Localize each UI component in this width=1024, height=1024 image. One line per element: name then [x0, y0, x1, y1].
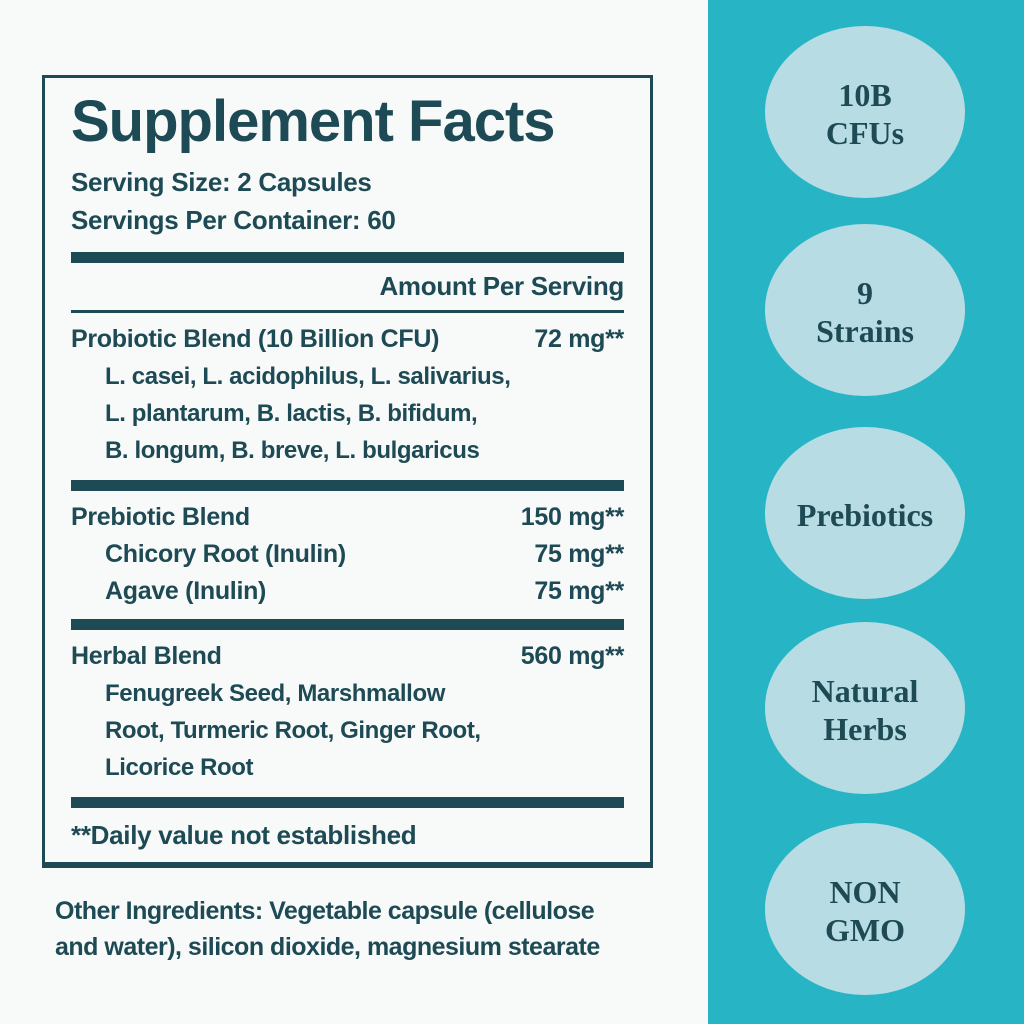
divider-thick-bar — [71, 479, 624, 491]
amount-per-serving-header: Amount Per Serving — [379, 270, 624, 301]
chicory-root-name: Chicory Root (Inulin) — [105, 539, 346, 568]
badge-10b-cfus-label: 10B CFUs — [825, 77, 905, 151]
badge-9-strains: 9 Strains — [765, 224, 965, 396]
badge-10b-cfus: 10B CFUs — [765, 26, 965, 198]
teal-sidebar: 10B CFUs 9 Strains Prebiotics Natural He… — [708, 0, 1024, 1024]
badge-9-strains-label: 9 Strains — [816, 275, 914, 349]
prebiotic-blend-amount: 150 mg** — [520, 502, 625, 531]
divider-thick-bar — [71, 251, 624, 263]
badge-natural-herbs: Natural Herbs — [765, 622, 965, 794]
badge-non-gmo-label: NON GMO — [825, 874, 905, 948]
badge-prebiotics: Prebiotics — [765, 427, 965, 599]
chicory-root-row: Chicory Root (Inulin) 75 mg** — [71, 537, 624, 571]
prebiotic-blend-row: Prebiotic Blend 150 mg** — [71, 500, 624, 534]
agave-name: Agave (Inulin) — [105, 576, 267, 605]
probiotic-blend-amount: 72 mg** — [534, 324, 624, 353]
divider-thick-bar — [71, 618, 624, 630]
daily-value-footnote: **Daily value not established — [71, 819, 417, 850]
probiotic-blend-row: Probiotic Blend (10 Billion CFU) 72 mg** — [71, 322, 624, 356]
herbal-blend-ingredients: Fenugreek Seed, Marshmallow Root, Turmer… — [105, 679, 481, 781]
supplement-facts-title: Supplement Facts — [71, 89, 556, 154]
agave-amount: 75 mg** — [534, 576, 624, 605]
supplement-facts-box: Supplement Facts Serving Size: 2 Capsule… — [42, 75, 653, 868]
other-ingredients-text: Other Ingredients: Vegetable capsule (ce… — [55, 897, 600, 961]
probiotic-blend-name: Probiotic Blend (10 Billion CFU) — [71, 324, 440, 353]
prebiotic-blend-name: Prebiotic Blend — [71, 502, 250, 531]
divider-thin-bar — [71, 309, 624, 313]
serving-size-line: Serving Size: 2 Capsules — [71, 166, 372, 197]
agave-row: Agave (Inulin) 75 mg** — [71, 574, 624, 608]
servings-per-container-line: Servings Per Container: 60 — [71, 204, 396, 235]
badge-natural-herbs-label: Natural Herbs — [811, 673, 919, 747]
divider-thick-bar — [71, 796, 624, 808]
badge-non-gmo: NON GMO — [765, 823, 965, 995]
herbal-blend-row: Herbal Blend 560 mg** — [71, 639, 624, 673]
probiotic-blend-ingredients: L. casei, L. acidophilus, L. salivarius,… — [105, 362, 511, 464]
chicory-root-amount: 75 mg** — [534, 539, 624, 568]
herbal-blend-amount: 560 mg** — [520, 641, 625, 670]
badge-prebiotics-label: Prebiotics — [796, 497, 934, 534]
herbal-blend-name: Herbal Blend — [71, 641, 222, 670]
